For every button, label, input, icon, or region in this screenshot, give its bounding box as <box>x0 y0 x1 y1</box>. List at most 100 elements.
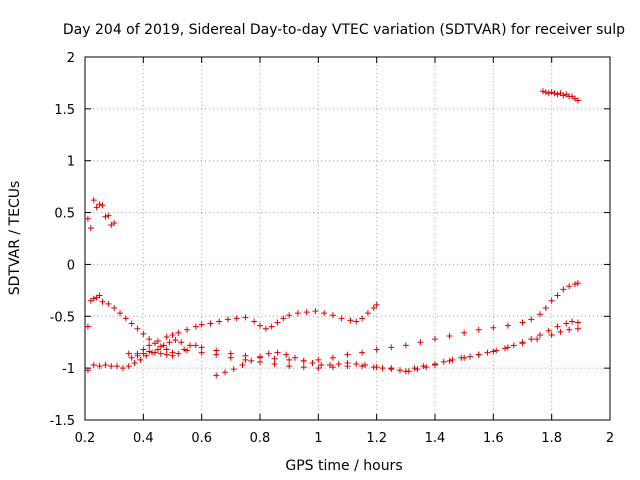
data-point-plus <box>446 332 453 339</box>
data-point-plus <box>420 363 427 370</box>
y-tick-label: -1 <box>62 362 75 377</box>
x-tick-label: 0.8 <box>250 431 271 446</box>
data-point-plus <box>157 343 164 350</box>
data-point-plus <box>493 347 500 354</box>
data-point-plus <box>102 362 109 369</box>
data-point-plus <box>163 334 170 341</box>
data-point-plus <box>198 349 205 356</box>
data-point-plus <box>364 310 371 317</box>
data-point-plus <box>315 356 322 363</box>
data-point-plus <box>344 351 351 358</box>
data-point-plus <box>96 363 103 370</box>
data-point-plus <box>548 89 555 96</box>
data-point-plus <box>370 304 377 311</box>
data-point-plus <box>192 323 199 330</box>
data-point-plus <box>114 363 121 370</box>
data-point-plus <box>432 362 438 369</box>
data-point-plus <box>111 219 118 226</box>
data-point-plus <box>134 352 141 359</box>
data-point-plus <box>490 324 497 331</box>
data-point-plus <box>449 356 456 363</box>
data-point-plus <box>242 314 249 321</box>
y-tick-label: 1 <box>67 155 75 170</box>
x-tick-label: 2 <box>606 431 614 446</box>
data-point-plus <box>475 351 482 358</box>
data-point-plus <box>119 365 126 372</box>
y-tick-label: 2 <box>67 51 75 66</box>
data-point-plus <box>542 304 549 311</box>
data-point-plus <box>257 353 263 360</box>
data-point-plus <box>187 342 193 349</box>
data-point-plus <box>184 326 191 333</box>
data-point-plus <box>537 331 543 338</box>
data-point-plus <box>175 350 182 357</box>
y-tick-label: -0.5 <box>50 310 75 325</box>
data-point-plus <box>446 357 453 364</box>
data-point-plus <box>504 322 511 329</box>
data-point-plus <box>551 90 558 97</box>
data-point-plus <box>353 318 360 325</box>
data-point-plus <box>233 315 240 322</box>
data-point-plus <box>309 359 316 366</box>
data-point-plus <box>117 310 123 317</box>
data-point-plus <box>213 347 220 354</box>
x-tick-label: 1.6 <box>483 431 504 446</box>
data-point-plus <box>84 367 91 374</box>
data-point-plus <box>146 342 153 349</box>
data-point-plus <box>484 349 491 356</box>
data-point-plus <box>102 213 109 220</box>
data-point-plus <box>239 362 246 369</box>
data-point-plus <box>286 363 293 370</box>
data-point-plus <box>359 315 366 322</box>
data-point-plus <box>140 330 147 337</box>
data-point-plus <box>131 359 138 366</box>
data-point-plus <box>128 320 135 327</box>
data-point-plus <box>569 318 576 325</box>
data-point-plus <box>90 295 97 302</box>
data-point-plus <box>157 350 164 357</box>
data-point-plus <box>574 325 581 332</box>
data-point-plus <box>344 359 351 366</box>
x-tick-label: 0.4 <box>133 431 154 446</box>
data-point-plus <box>510 342 517 349</box>
data-point-plus <box>169 331 176 338</box>
data-point-plus <box>414 366 421 373</box>
data-point-plus <box>318 362 325 369</box>
data-point-plus <box>257 322 263 329</box>
data-point-plus <box>548 331 555 338</box>
data-point-plus <box>163 351 170 358</box>
data-point-plus <box>222 369 228 376</box>
data-point-plus <box>519 339 526 346</box>
data-point-plus <box>461 329 468 336</box>
data-point-plus <box>268 323 275 330</box>
data-point-plus <box>539 88 546 95</box>
data-point-plus <box>335 360 342 367</box>
data-point-plus <box>96 292 103 299</box>
data-point-plus <box>111 304 118 311</box>
data-point-plus <box>388 344 395 351</box>
data-point-plus <box>262 325 269 332</box>
x-tick-label: 0.6 <box>191 431 212 446</box>
data-point-plus <box>312 308 319 315</box>
data-point-plus <box>90 362 97 369</box>
data-point-plus <box>397 367 403 374</box>
data-point-plus <box>554 292 561 299</box>
data-point-plus <box>125 350 132 357</box>
x-tick-label: 1.4 <box>425 431 446 446</box>
data-point-plus <box>300 357 307 364</box>
data-point-plus <box>329 312 336 319</box>
data-point-plus <box>440 358 447 365</box>
data-point-plus <box>84 323 91 330</box>
data-point-plus <box>563 320 570 327</box>
data-point-plus <box>122 315 129 322</box>
data-point-plus <box>528 336 535 343</box>
data-point-plus <box>545 327 552 334</box>
data-point-plus <box>315 365 322 372</box>
data-point-plus <box>154 346 161 353</box>
data-point-plus <box>90 197 97 204</box>
data-point-plus <box>321 310 328 317</box>
data-point-plus <box>286 312 293 319</box>
data-point-plus <box>458 354 465 361</box>
data-point-plus <box>198 321 205 328</box>
